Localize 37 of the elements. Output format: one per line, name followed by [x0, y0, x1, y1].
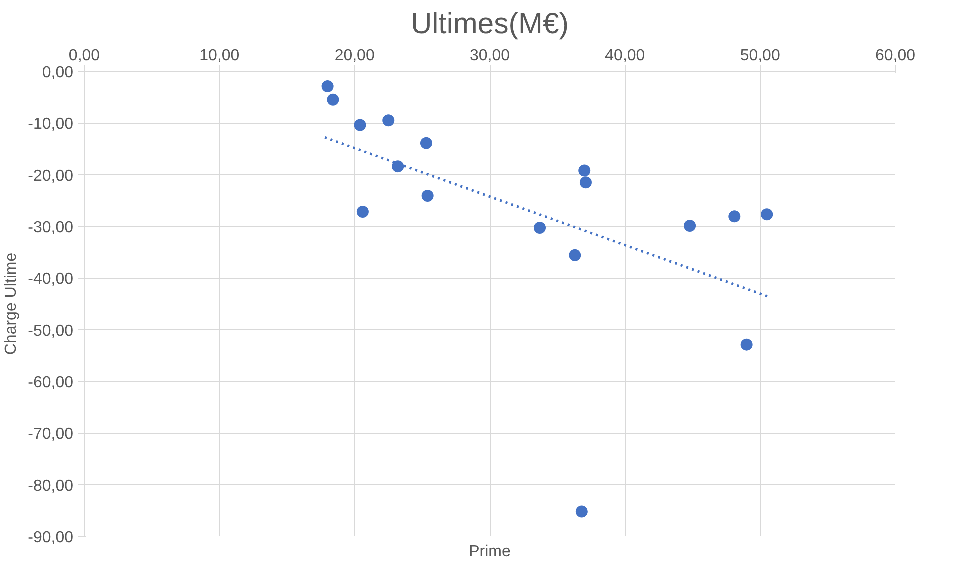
x-tick-label: 10,00	[200, 48, 240, 64]
y-tick-label: -50,00	[28, 322, 74, 340]
x-tick-label: 0,00	[68, 48, 100, 64]
point	[534, 222, 546, 234]
point	[580, 176, 592, 189]
point	[761, 208, 774, 221]
point	[322, 80, 334, 92]
point	[420, 137, 432, 150]
y-tick-label: -40,00	[28, 271, 74, 288]
point	[422, 190, 434, 202]
point	[576, 506, 588, 518]
y-tick-label: -80,00	[28, 478, 74, 495]
y-tick-label: -20,00	[28, 168, 74, 185]
x-tick-label: 30,00	[470, 48, 510, 64]
point	[578, 164, 591, 177]
x-axis-title: Prime	[469, 544, 511, 560]
point	[356, 206, 369, 218]
y-tick-label: -60,00	[28, 374, 74, 392]
x-tick-label: 60,00	[875, 48, 916, 64]
point	[740, 338, 753, 351]
point	[392, 160, 404, 173]
x-tick-label: 20,00	[334, 48, 375, 64]
y-axis-title: Charge Ultime	[3, 252, 20, 356]
point	[382, 114, 395, 127]
x-tick-label: 40,00	[605, 48, 646, 64]
point	[684, 220, 696, 232]
point	[728, 210, 741, 223]
y-tick-label: 0,00	[42, 64, 74, 82]
point	[354, 119, 366, 132]
y-tick-label: -90,00	[28, 530, 74, 546]
y-tick-label: -30,00	[28, 220, 74, 236]
chart-title: Ultimes(M€)	[410, 8, 570, 40]
point	[569, 249, 582, 262]
y-tick-label: -70,00	[28, 426, 74, 444]
point	[327, 94, 340, 106]
x-tick-label: 50,00	[740, 48, 780, 64]
y-tick-label: -10,00	[28, 116, 74, 134]
